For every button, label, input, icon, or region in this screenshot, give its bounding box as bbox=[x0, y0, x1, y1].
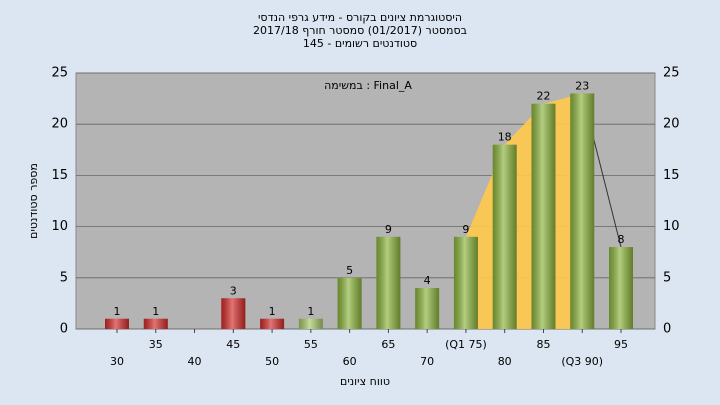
value-label: 4 bbox=[424, 274, 431, 287]
y-tick-label: 5 bbox=[60, 270, 68, 285]
value-label: 9 bbox=[385, 223, 392, 236]
y2-tick-label: 15 bbox=[663, 168, 680, 183]
bar-shade bbox=[415, 288, 440, 329]
y2-tick-label: 20 bbox=[663, 117, 680, 132]
bar-shade bbox=[143, 318, 168, 329]
value-label: 18 bbox=[498, 131, 512, 144]
y2-tick-label: 5 bbox=[663, 270, 671, 285]
value-label: 3 bbox=[230, 284, 237, 297]
x-tick-label: 55 bbox=[304, 338, 318, 351]
value-label: 23 bbox=[575, 79, 589, 92]
x-tick-label: 45 bbox=[226, 338, 240, 351]
x-tick-label: (Q1 75) bbox=[445, 338, 487, 351]
x-tick-label: 85 bbox=[536, 338, 550, 351]
x-tick-label: 65 bbox=[381, 338, 395, 351]
bar-shade bbox=[376, 236, 401, 329]
y2-tick-label: 0 bbox=[663, 322, 671, 337]
value-label: 9 bbox=[462, 223, 469, 236]
x-axis-label: טווח ציונים bbox=[340, 375, 390, 388]
x-tick-label: 70 bbox=[420, 355, 434, 368]
value-label: 1 bbox=[269, 305, 276, 318]
bar-shade bbox=[337, 277, 362, 329]
bar-shade bbox=[609, 247, 634, 329]
bar-shade bbox=[570, 93, 595, 329]
value-label: 1 bbox=[307, 305, 314, 318]
y2-tick-label: 25 bbox=[663, 66, 680, 81]
bar-shade bbox=[453, 236, 478, 329]
value-label: 1 bbox=[152, 305, 159, 318]
y2-tick-label: 10 bbox=[663, 219, 680, 234]
title-line: סטודנטים רשומים - 145 bbox=[303, 37, 417, 50]
title-line: היסטוגרמת ציונים בקורס - מידע גרפי הנדסי bbox=[258, 11, 462, 24]
bar-shade bbox=[492, 144, 517, 329]
y-tick-label: 10 bbox=[51, 219, 68, 234]
x-tick-label: 50 bbox=[265, 355, 279, 368]
x-tick-label: 95 bbox=[614, 338, 628, 351]
y-tick-label: 25 bbox=[51, 66, 68, 81]
x-tick-label: (Q3 90) bbox=[561, 355, 603, 368]
x-tick-label: 40 bbox=[188, 355, 202, 368]
value-label: 8 bbox=[618, 233, 625, 246]
y-axis-label: מספר סטודנטים bbox=[27, 163, 40, 239]
bar-shade bbox=[260, 318, 285, 329]
x-tick-label: 80 bbox=[498, 355, 512, 368]
x-tick-label: 35 bbox=[149, 338, 163, 351]
value-label: 1 bbox=[114, 305, 121, 318]
bar-shade bbox=[531, 103, 556, 329]
bar-shade bbox=[221, 298, 246, 329]
value-label: 22 bbox=[536, 90, 550, 103]
y-tick-label: 0 bbox=[60, 322, 68, 337]
x-tick-label: 60 bbox=[343, 355, 357, 368]
value-label: 5 bbox=[346, 264, 353, 277]
title-line: בסמסטר (01/2017) סמסטר חורף 2017/18 bbox=[253, 24, 467, 37]
x-tick-label: 30 bbox=[110, 355, 124, 368]
bar-shade bbox=[298, 318, 323, 329]
annotation: במשימה : Final_A bbox=[324, 79, 412, 92]
y-tick-label: 15 bbox=[51, 168, 68, 183]
y-tick-label: 20 bbox=[51, 117, 68, 132]
bar-shade bbox=[105, 318, 129, 329]
